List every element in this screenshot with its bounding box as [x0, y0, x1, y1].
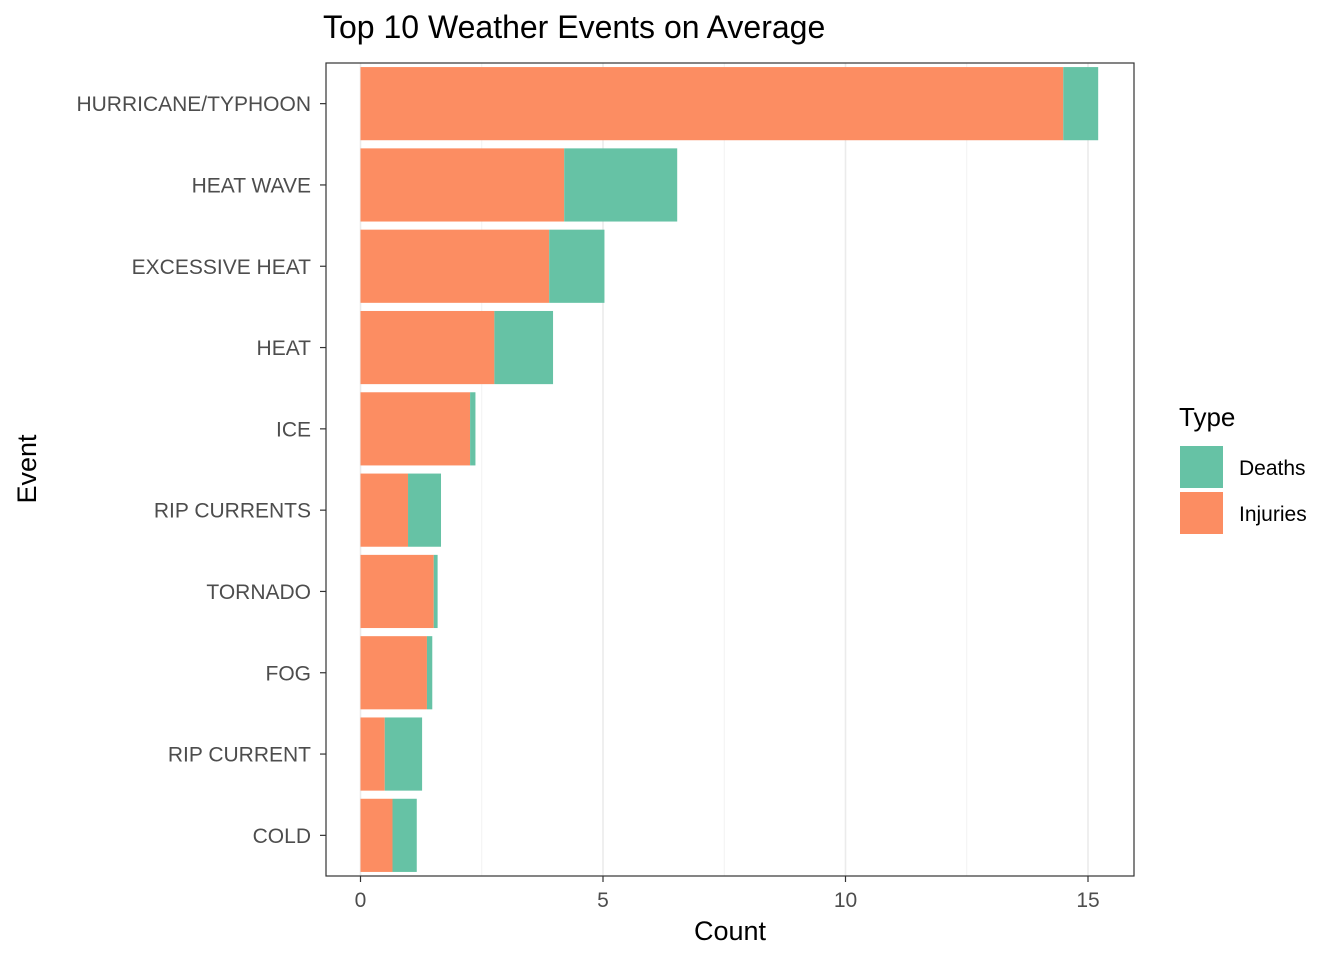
bar-deaths: [564, 148, 678, 222]
y-tick-label: COLD: [253, 825, 311, 848]
chart-title: Top 10 Weather Events on Average: [323, 9, 825, 45]
bar-deaths: [392, 798, 417, 872]
legend-title: Type: [1179, 402, 1235, 432]
bar-deaths: [494, 310, 554, 385]
bar-injuries: [360, 798, 393, 872]
bar-injuries: [360, 717, 385, 791]
bar-deaths: [408, 473, 442, 547]
y-tick-label: EXCESSIVE HEAT: [132, 256, 312, 279]
bar-injuries: [360, 310, 495, 385]
bar-injuries: [360, 148, 565, 222]
legend-swatch-injuries: [1180, 492, 1223, 534]
legend: Type Deaths Injuries: [1179, 402, 1307, 534]
y-axis: HURRICANE/TYPHOON HEAT WAVE EXCESSIVE HEAT…: [76, 93, 326, 848]
bar-deaths: [384, 717, 423, 791]
y-tick-label: TORNADO: [206, 581, 311, 604]
legend-swatch-deaths: [1180, 446, 1223, 488]
bar-injuries: [360, 67, 1064, 141]
x-tick-label: 15: [1076, 889, 1099, 912]
y-tick-label: ICE: [276, 418, 311, 441]
y-tick-label: HEAT WAVE: [192, 174, 311, 197]
bar-deaths: [470, 392, 476, 466]
y-tick-label: HEAT: [257, 337, 312, 360]
x-tick-label: 0: [355, 889, 367, 912]
y-tick-label: HURRICANE/TYPHOON: [76, 93, 311, 116]
bar-injuries: [360, 554, 434, 629]
y-tick-label: FOG: [266, 662, 312, 685]
bar-injuries: [360, 473, 409, 547]
plot-panel-border: [325, 62, 1135, 877]
x-axis: 0 5 10 15: [355, 876, 1100, 912]
x-tick-label: 10: [834, 889, 857, 912]
y-tick-label: RIP CURRENT: [168, 744, 311, 767]
x-axis-title: Count: [694, 916, 767, 946]
bar-deaths: [433, 554, 438, 629]
legend-label-injuries: Injuries: [1239, 503, 1307, 526]
bar-injuries: [360, 229, 550, 303]
bar-injuries: [360, 636, 427, 710]
bar-injuries: [360, 392, 471, 466]
y-axis-title: Event: [12, 434, 42, 504]
bars: [360, 67, 1099, 872]
bar-deaths: [426, 636, 433, 710]
y-tick-label: RIP CURRENTS: [154, 500, 311, 523]
legend-label-deaths: Deaths: [1239, 457, 1306, 480]
bar-deaths: [1063, 67, 1099, 141]
x-tick-label: 5: [597, 889, 609, 912]
bar-deaths: [549, 229, 605, 303]
